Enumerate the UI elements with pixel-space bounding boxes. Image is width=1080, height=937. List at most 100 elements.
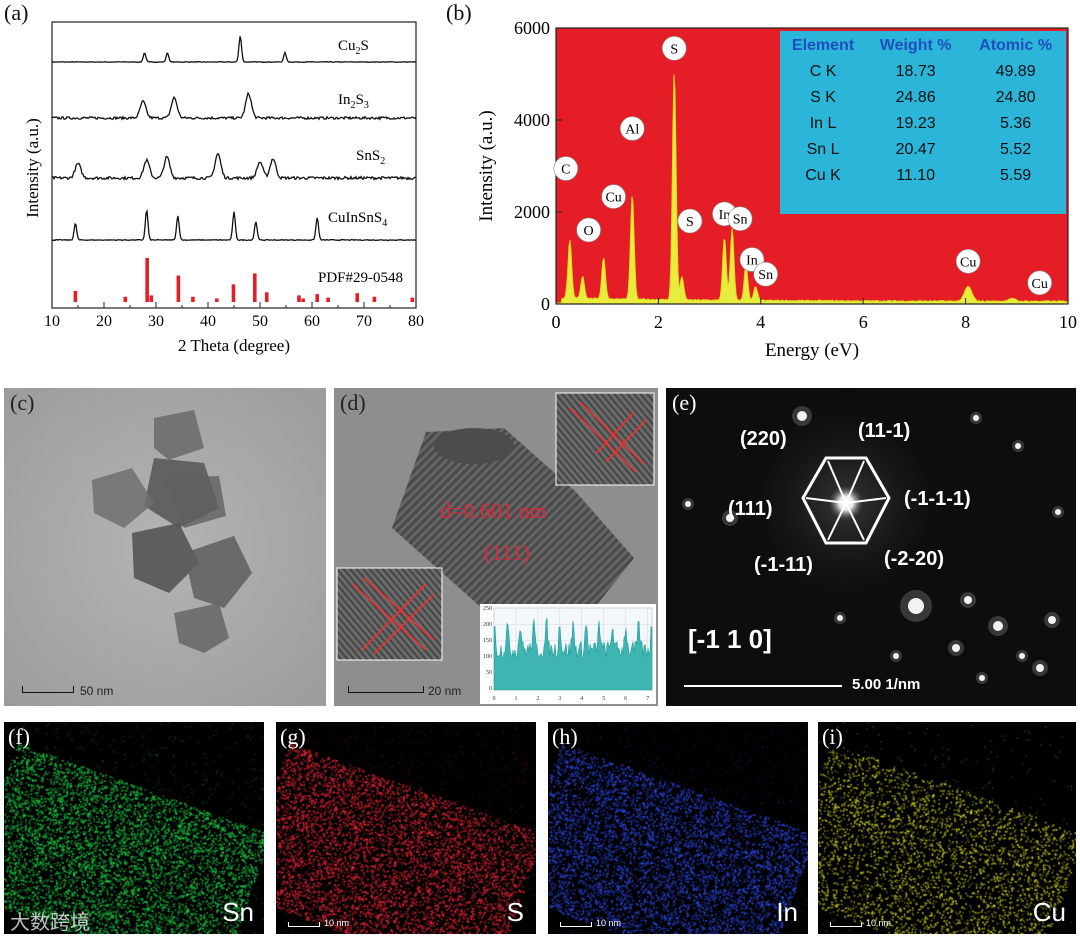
saed-spot [685, 501, 691, 507]
edx-x-tick-label: 8 [961, 312, 970, 332]
xrd-reference-stick [191, 296, 195, 302]
saed-spot-11-1: (11-1) [858, 420, 911, 442]
saed-spot [1015, 443, 1021, 449]
map-element-label-cu: Cu [1032, 897, 1066, 927]
xrd-reference-stick [73, 291, 78, 302]
panel-label-a: (a) [4, 0, 29, 25]
xrd-reference-stick [355, 293, 360, 302]
profile-x-tick-label: 7 [646, 696, 649, 702]
svg-text:In: In [746, 254, 758, 269]
svg-text:Cu: Cu [1032, 277, 1048, 292]
profile-x-tick-label: 2 [536, 696, 539, 702]
xrd-x-tick-label: 40 [200, 313, 216, 330]
xrd-x-tick-label: 80 [408, 313, 424, 330]
xrd-reference-stick [215, 298, 219, 302]
saed-spot [1048, 616, 1056, 624]
edx-peak-label: Cu [955, 248, 981, 274]
svg-text:S: S [686, 215, 694, 230]
edx-peak-label: Al [619, 116, 645, 141]
edx-peak-label: O [576, 217, 601, 243]
svg-text:Cu: Cu [605, 191, 621, 206]
edx-y-tick-label: 4000 [514, 110, 550, 130]
panel-label-c: (c) [10, 390, 35, 415]
svg-text:Sn: Sn [758, 268, 773, 283]
xrd-reference-stick [264, 292, 269, 302]
map-scale-label-in: 10 nm [596, 918, 622, 928]
edx-axis-ticks: 0 2 4 6 8 10 0 2000 4000 6000 [514, 18, 1077, 332]
saed-spot [1036, 664, 1044, 672]
xrd-trace [51, 208, 416, 242]
xrd-reference-stick [301, 298, 305, 302]
svg-text:Al: Al [625, 123, 639, 138]
table-cell: 5.52 [1000, 141, 1032, 158]
map-scale-bar-cu [830, 922, 862, 927]
watermark: 大数跨境 [10, 910, 90, 934]
xrd-label-in2s3: In2S3 [338, 92, 369, 111]
xrd-reference-stick [231, 284, 236, 302]
map-in: In 10 nm [548, 722, 808, 934]
tem-particles [4, 388, 326, 706]
profile-y-tick-label: 250 [483, 606, 492, 612]
table-cell: In L [809, 115, 837, 132]
edx-x-tick-label: 2 [654, 312, 663, 332]
tem-image-c: 50 nm [4, 388, 326, 706]
panel-label-f: (f) [8, 724, 30, 749]
svg-text:O: O [584, 224, 594, 239]
xrd-reference-stick [410, 297, 415, 302]
xrd-reference-stick [176, 275, 181, 302]
svg-text:S: S [670, 42, 678, 57]
edx-spectrum [555, 74, 1069, 305]
edx-y-tick-label: 2000 [514, 202, 550, 222]
map-s: S 10 nm [276, 722, 536, 934]
scale-bar-d [348, 686, 424, 693]
edx-peak-label: S [677, 208, 703, 234]
panel-label-d: (d) [340, 390, 366, 415]
map-element-label-sn: Sn [222, 897, 254, 927]
svg-text:C: C [561, 163, 570, 178]
edx-composition-table: Element Weight % Atomic % C K 18.73 49.89 … [780, 31, 1066, 214]
xrd-reference-stick [315, 294, 319, 302]
saed-spot [993, 621, 1003, 631]
saed-spot [908, 598, 924, 614]
table-row: Cu K 11.10 5.59 [780, 163, 1066, 189]
table-cell: 49.89 [995, 63, 1036, 80]
xrd-y-axis-label: Intensity (a.u.) [23, 118, 42, 218]
map-sn: Sn 大数跨境 [4, 722, 264, 934]
table-row: C K 18.73 49.89 [780, 59, 1066, 85]
saed-spot [837, 615, 843, 621]
xrd-x-tick-label: 50 [252, 313, 268, 330]
saed-zone-axis: [-1 1 0] [688, 624, 772, 654]
xrd-reference-stick [297, 295, 301, 302]
edx-y-axis-label: Intensity (a.u.) [476, 110, 497, 221]
xrd-x-tick-label: 70 [356, 313, 372, 330]
xrd-reference-stick [253, 273, 257, 302]
table-header-element: Element [791, 37, 855, 54]
saed-spot [797, 411, 807, 421]
hrtem-image-d: d=0.601 nm (111) 20 nm 0 1 2 3 4 5 6 7 250 200 150… [334, 388, 658, 706]
saed-pattern-e: (220) (11-1) (111) (-1-1-1) (-1-11) (-2-… [666, 388, 1076, 706]
plane-label: (111) [484, 540, 531, 565]
panel-label-e: (e) [672, 390, 697, 415]
xrd-plot-frame [51, 21, 417, 309]
saed-spots [682, 406, 1064, 684]
scale-bar-label-d: 20 nm [428, 684, 462, 698]
xrd-reference-sticks [73, 258, 415, 302]
profile-y-tick-label: 200 [483, 622, 492, 628]
saed-spot-111: (111) [728, 498, 773, 520]
table-cell: 19.23 [895, 115, 936, 132]
profile-x-tick-label: 1 [514, 696, 517, 702]
edx-x-tick-label: 10 [1059, 312, 1077, 332]
map-element-label-s: S [506, 897, 524, 927]
xrd-x-tick-label: 10 [44, 313, 60, 330]
saed-spot [726, 514, 734, 522]
edx-y-tick-label: 6000 [514, 18, 550, 38]
table-cell: 5.36 [1000, 115, 1032, 132]
saed-spot-220: (220) [740, 428, 787, 450]
saed-diffraction [682, 388, 1064, 687]
saed-spot [973, 415, 979, 421]
xrd-reference-stick [149, 295, 154, 302]
table-row: S K 24.86 24.80 [780, 85, 1066, 111]
table-row: Sn L 20.47 5.52 [780, 137, 1066, 163]
xrd-reference-stick [145, 258, 149, 302]
